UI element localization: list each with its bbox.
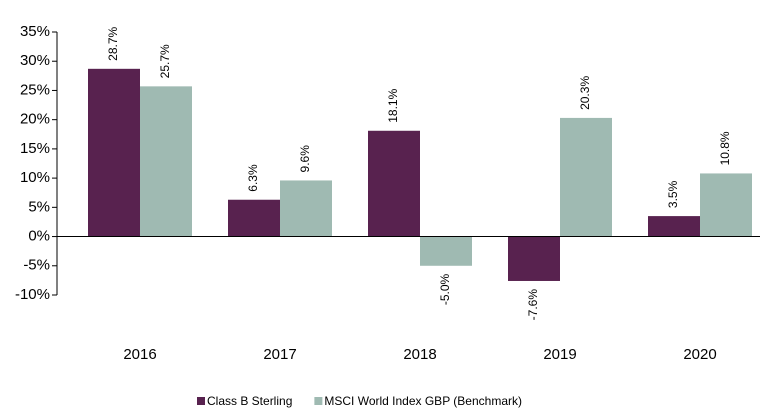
data-label: 28.7% <box>106 26 120 60</box>
y-tick-label: 15% <box>20 140 50 157</box>
x-tick-label: 2018 <box>403 346 436 363</box>
y-tick-label: 20% <box>20 111 50 128</box>
data-label: -5.0% <box>438 273 452 305</box>
y-tick-label: -5% <box>23 257 50 274</box>
data-label: 6.3% <box>246 164 260 192</box>
legend-label: Class B Sterling <box>207 394 292 408</box>
legend-label: MSCI World Index GBP (Benchmark) <box>324 394 522 408</box>
bar <box>88 68 140 237</box>
data-label: 3.5% <box>666 180 680 208</box>
y-tick-label: 25% <box>20 81 50 98</box>
bar <box>508 236 560 281</box>
y-tick-label: 0% <box>28 228 50 245</box>
legend-swatch <box>314 397 323 405</box>
y-tick-label: 30% <box>20 52 50 69</box>
bar <box>368 130 420 237</box>
bar <box>140 86 192 237</box>
bar <box>648 216 700 237</box>
x-tick-label: 2019 <box>543 346 576 363</box>
x-tick-label: 2016 <box>123 346 156 363</box>
data-label: 20.3% <box>578 76 592 110</box>
bar <box>560 117 612 237</box>
data-label: 9.6% <box>298 145 312 173</box>
data-label: 25.7% <box>158 44 172 78</box>
y-tick-label: 35% <box>20 23 50 40</box>
bar <box>280 180 332 237</box>
bar <box>228 199 280 237</box>
data-label: 18.1% <box>386 88 400 122</box>
x-tick-label: 2020 <box>683 346 716 363</box>
y-tick-label: 5% <box>28 198 50 215</box>
legend-swatch <box>197 397 205 405</box>
y-tick-label: 10% <box>20 169 50 186</box>
x-tick-label: 2017 <box>263 346 296 363</box>
bar <box>420 236 472 266</box>
y-tick-label: -10% <box>15 286 50 303</box>
data-label: 10.8% <box>718 131 732 165</box>
data-label: -7.6% <box>526 289 540 321</box>
bar <box>700 173 752 237</box>
